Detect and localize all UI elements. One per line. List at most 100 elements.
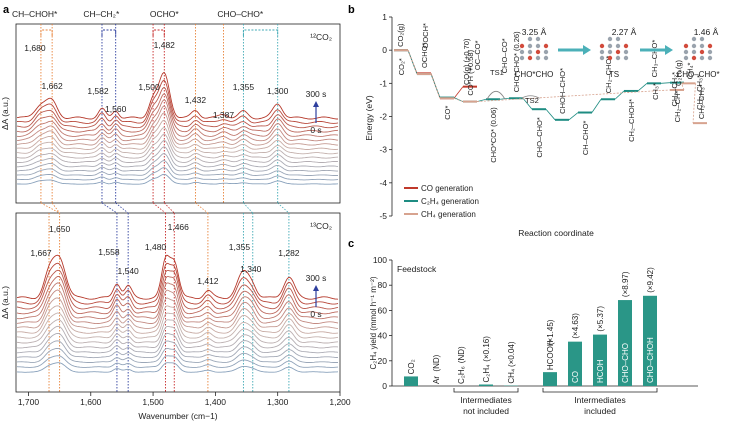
- bar-label: CH₄: [507, 369, 516, 384]
- atom: [519, 43, 525, 49]
- structure-label: TS: [609, 70, 619, 79]
- spectrum-trace: [16, 160, 338, 176]
- energy-connector: [681, 83, 685, 91]
- peak-label: 1,558: [98, 247, 120, 257]
- level-label: CO₂*: [397, 58, 406, 75]
- spectrum-trace: [16, 71, 338, 120]
- atom: [615, 43, 621, 49]
- atom: [607, 43, 613, 49]
- y-tick-label: -4: [379, 178, 387, 188]
- time-arrow-head: [313, 101, 319, 107]
- structure-label: CHO*CHO: [515, 70, 554, 79]
- group-bracket: [542, 388, 658, 393]
- spectrum-trace: [16, 126, 339, 155]
- bar-label: CHO–CHOH: [646, 337, 655, 383]
- peak-connector: [40, 202, 60, 214]
- peak-label: 1,282: [278, 248, 300, 258]
- spectrum-trace: [16, 305, 339, 334]
- extra-label: CH₃*: [651, 83, 660, 100]
- energy-connector: [660, 82, 671, 84]
- spectrum-trace: [16, 289, 339, 325]
- spectrum-trace: [16, 319, 339, 344]
- atom: [519, 55, 525, 61]
- atom: [543, 55, 549, 61]
- peak-label: 1,355: [229, 242, 251, 252]
- extra-label: TS2: [525, 96, 539, 105]
- spectrum-trace: [16, 297, 339, 329]
- atom: [691, 49, 697, 55]
- y-axis-label: Energy (eV): [364, 95, 374, 141]
- species-bracket: [101, 29, 117, 36]
- atom: [699, 55, 705, 61]
- isotope-label: ¹³CO₂: [310, 221, 332, 231]
- spectrum-trace: [16, 119, 339, 150]
- bar-note: (×5.37): [596, 306, 605, 332]
- bar: [593, 334, 607, 386]
- spectrum-trace: [16, 269, 339, 310]
- peak-connector: [51, 202, 60, 214]
- species-label: CH–CH₂*: [83, 9, 120, 19]
- time-arrow-head: [313, 285, 319, 291]
- y-tick-label: 0: [382, 381, 387, 391]
- atom: [699, 49, 705, 55]
- level-label: CO*: [443, 106, 452, 120]
- peak-connector: [277, 202, 290, 214]
- species-label: OCHO*: [150, 9, 180, 19]
- bar-label: Ar: [432, 376, 441, 384]
- energy-connector: [453, 86, 464, 99]
- peak-connector: [164, 202, 175, 214]
- peak-label: 1,662: [41, 81, 63, 91]
- atom: [599, 55, 605, 61]
- y-axis-label: ΔA (a.u.): [0, 286, 10, 319]
- atom: [699, 43, 705, 49]
- molecule-structure: [519, 36, 549, 61]
- energy-connector: [614, 90, 625, 100]
- level-label: CHOH–CHO*: [558, 68, 567, 114]
- atom: [527, 55, 533, 61]
- atom: [623, 49, 629, 55]
- bar: [543, 372, 557, 386]
- atom: [683, 43, 689, 49]
- spectrum-trace: [16, 79, 339, 124]
- y-tick-label: 80: [378, 280, 388, 290]
- legend-label: CO generation: [421, 184, 473, 193]
- bond-distance: 3.25 Å: [522, 27, 547, 37]
- atom: [699, 36, 705, 42]
- spectrum-trace: [16, 173, 339, 185]
- panel-label-a: a: [3, 4, 10, 16]
- extra-label: OOCH*: [421, 23, 430, 49]
- bar-note: (ND): [457, 346, 466, 363]
- energy-connector: [591, 99, 602, 113]
- energy-connector: [407, 50, 418, 75]
- y-tick-label: 1: [382, 12, 387, 22]
- atom: [623, 43, 629, 49]
- spectrum-trace: [17, 146, 339, 168]
- spectrum-trace: [17, 167, 339, 181]
- level-label: CO₂(g): [396, 23, 405, 47]
- bar-label: CHO–CHO: [621, 343, 630, 383]
- bar: [404, 376, 418, 386]
- level-label: CH–CHO*: [581, 120, 590, 155]
- atom: [599, 49, 605, 55]
- isotope-label: ¹²CO₂: [310, 32, 332, 42]
- atom: [691, 43, 697, 49]
- atom: [519, 49, 525, 55]
- group-label: not included: [463, 406, 509, 416]
- bar-chart: 0 20 40 60 80 100 C₂H₄ yield (mmol h⁻¹ m⁻²) Fee…: [369, 255, 698, 416]
- process-arrow-head: [583, 45, 591, 55]
- panel-label-b: b: [348, 4, 355, 16]
- energy-connector: [692, 83, 696, 124]
- spectrum-trace: [16, 86, 339, 129]
- atom: [543, 49, 549, 55]
- level-label: CH₂–CHOH*: [627, 99, 636, 142]
- plot-frame: [15, 23, 341, 204]
- energy-connector: [568, 112, 579, 121]
- species-label: CHO–CHO*: [217, 9, 264, 19]
- atom: [607, 49, 613, 55]
- atom: [599, 43, 605, 49]
- peak-label: 1,680: [24, 43, 46, 53]
- energy-connector: [476, 89, 671, 102]
- peak-connector: [195, 202, 209, 214]
- y-axis-label: C₂H₄ yield (mmol h⁻¹ m⁻²): [369, 276, 378, 369]
- chart-title: Feedstock: [397, 264, 437, 274]
